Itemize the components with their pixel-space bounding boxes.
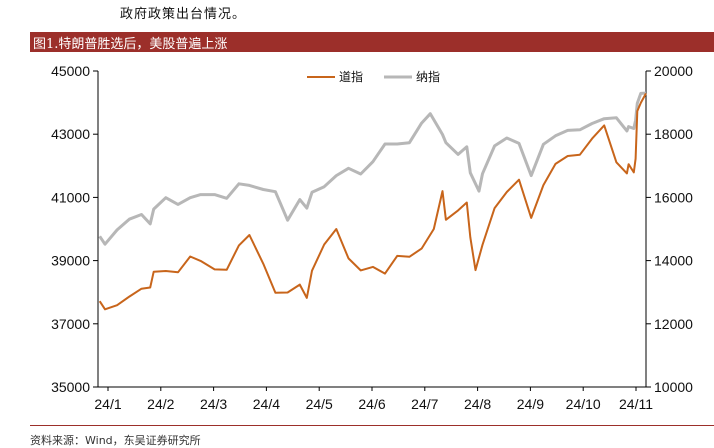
x-tick-label: 24/2: [147, 396, 174, 412]
body-text: 政府政策出台情况。: [120, 7, 247, 22]
x-tick-label: 24/11: [619, 396, 653, 412]
right-y-tick-label: 14000: [654, 253, 693, 269]
right-y-tick-label: 12000: [654, 316, 693, 332]
legend-label-dow: 道指: [339, 69, 363, 84]
left-y-tick-label: 39000: [51, 253, 90, 269]
right-y-tick-label: 16000: [654, 189, 693, 205]
figure-title-banner: 图1.特朗普胜选后，美股普遍上涨: [30, 32, 714, 52]
x-tick-label: 24/1: [94, 396, 121, 412]
chart-legend: 道指 纳指: [307, 69, 440, 84]
nasdaq-series-line: [98, 91, 647, 246]
dow-series-line: [98, 92, 647, 311]
x-tick-label: 24/8: [464, 396, 491, 412]
x-tick-label: 24/7: [411, 396, 438, 412]
x-tick-label: 24/5: [306, 396, 333, 412]
chart-axes: 35000 37000 39000 41000 43000 45000 10000 12000…: [51, 63, 693, 412]
right-y-tick-label: 10000: [654, 379, 693, 395]
figure-title: 图1.特朗普胜选后，美股普遍上涨: [33, 37, 228, 52]
left-y-tick-label: 45000: [51, 63, 90, 79]
bottom-rule: [30, 425, 714, 426]
left-y-tick-label: 43000: [51, 126, 90, 142]
x-tick-label: 24/10: [566, 396, 601, 412]
legend-label-nasdaq: 纳指: [416, 69, 440, 84]
left-y-tick-label: 35000: [51, 379, 90, 395]
chart-series: [98, 91, 647, 311]
x-tick-label: 24/3: [200, 396, 227, 412]
right-y-tick-label: 20000: [654, 63, 693, 79]
x-tick-label: 24/9: [517, 396, 544, 412]
left-y-tick-label: 41000: [51, 189, 90, 205]
right-y-tick-label: 18000: [654, 126, 693, 142]
x-tick-label: 24/4: [253, 396, 280, 412]
x-tick-label: 24/6: [358, 396, 385, 412]
left-y-tick-label: 37000: [51, 316, 90, 332]
source-note: 资料来源：Wind，东吴证券研究所: [30, 434, 201, 447]
